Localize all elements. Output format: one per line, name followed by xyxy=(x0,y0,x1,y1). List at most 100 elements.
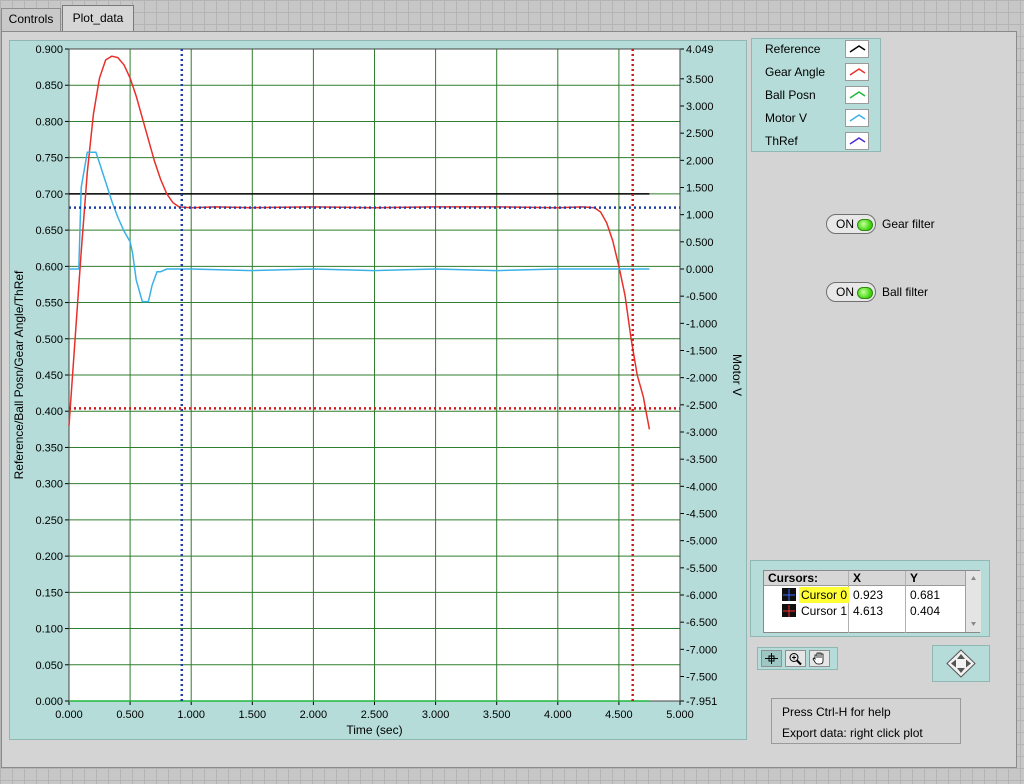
gear-filter-toggle[interactable]: ON xyxy=(826,214,876,234)
legend-item-ball-posn[interactable]: Ball Posn xyxy=(752,85,882,108)
y2-tick-label: 0.500 xyxy=(686,237,714,249)
waveform-graph[interactable]: 0.000 0.500 1.000 1.500 2.000 2.500 3.000 3.500… xyxy=(9,40,747,740)
swatch-line xyxy=(849,137,866,145)
zoom-tool[interactable] xyxy=(785,650,806,667)
nav-right-arrow-icon xyxy=(966,659,971,668)
help-text-box: Press Ctrl-H for help Export data: right… xyxy=(771,698,961,744)
swatch-svg xyxy=(849,114,866,122)
help-line-1: Press Ctrl-H for help xyxy=(782,705,891,719)
legend-item-motor-v[interactable]: Motor V xyxy=(752,108,882,131)
line-swatch-icon xyxy=(845,40,869,58)
cursor-header-y: Y xyxy=(906,571,965,586)
y2-tick-label: 1.000 xyxy=(686,210,714,222)
cursor-move-icon xyxy=(768,655,775,662)
legend-label: Ball Posn xyxy=(765,88,816,102)
cursor-row-y[interactable]: 0.404 xyxy=(910,604,941,618)
crosshair-icon[interactable] xyxy=(782,603,796,619)
nav-up-arrow-icon xyxy=(957,654,965,659)
y-tick-label: 0.450 xyxy=(35,370,63,382)
plot-legend[interactable]: Reference Gear Angle Ball Posn Motor V T… xyxy=(751,38,881,152)
y-tick-label: 0.200 xyxy=(35,551,63,563)
y-tick-label: 0.350 xyxy=(35,442,63,454)
cursor-table[interactable]: Cursors: X Y Cursor 0 0.923 0.681 Cursor… xyxy=(763,570,981,633)
y2-tick-label: -4.000 xyxy=(686,481,717,493)
y2-tick-label: 3.500 xyxy=(686,74,714,86)
y-tick-label: 0.750 xyxy=(35,153,63,165)
y2-tick-label: -7.951 xyxy=(686,696,717,708)
crosshair-svg xyxy=(782,588,796,602)
legend-item-reference[interactable]: Reference xyxy=(752,39,882,62)
y2-tick-label: 4.049 xyxy=(686,44,714,56)
nav-down-arrow-icon xyxy=(957,668,965,673)
cursor-row-x[interactable]: 4.613 xyxy=(853,604,884,618)
graph-svg[interactable]: 0.000 0.500 1.000 1.500 2.000 2.500 3.000 3.500… xyxy=(10,41,746,739)
legend-item-thref[interactable]: ThRef xyxy=(752,131,882,154)
cursor-row-name[interactable]: Cursor 0 xyxy=(799,587,850,603)
crosshair-svg xyxy=(782,604,796,618)
x-tick-label: 4.500 xyxy=(605,709,633,721)
cursor-table-scrollbar[interactable] xyxy=(965,571,981,632)
y-tick-label: 0.150 xyxy=(35,587,63,599)
swatch-line xyxy=(849,45,866,53)
graph-navigation-button[interactable] xyxy=(932,645,990,682)
cursor-row-x[interactable]: 0.923 xyxy=(853,588,884,602)
x-tick-label: 3.500 xyxy=(483,709,511,721)
ball-filter-toggle[interactable]: ON xyxy=(826,282,876,302)
y2-tick-label: 2.000 xyxy=(686,155,714,167)
tool-svg xyxy=(812,652,824,665)
zoom-icon xyxy=(796,659,802,666)
x-tick-label: 1.500 xyxy=(239,709,267,721)
x-tick-label: 2.500 xyxy=(361,709,389,721)
y-tick-label: 0.000 xyxy=(35,696,63,708)
y2-tick-label: 1.500 xyxy=(686,182,714,194)
pan-hand-icon xyxy=(812,652,824,665)
swatch-svg xyxy=(849,45,866,53)
swatch-svg xyxy=(849,91,866,99)
nav-svg xyxy=(946,649,976,678)
y2-tick-label: -1.000 xyxy=(686,318,717,330)
scroll-down-arrow-icon[interactable] xyxy=(971,622,976,626)
graph-palette xyxy=(757,647,838,670)
y2-tick-label: -3.500 xyxy=(686,454,717,466)
y-tick-label: 0.900 xyxy=(35,44,63,56)
scroll-up-arrow-icon[interactable] xyxy=(971,576,976,580)
x-tick-label: 2.000 xyxy=(300,709,328,721)
led-on-icon xyxy=(857,219,873,231)
y2-tick-label: -5.500 xyxy=(686,563,717,575)
y2-tick-label: -4.500 xyxy=(686,508,717,520)
legend-item-gear-angle[interactable]: Gear Angle xyxy=(752,62,882,85)
swatch-line xyxy=(849,68,866,76)
pan-tool[interactable] xyxy=(809,650,830,667)
zoom-icon xyxy=(789,653,799,662)
y2-tick-label: -2.000 xyxy=(686,373,717,385)
y-tick-label: 0.500 xyxy=(35,334,63,346)
cursor-move-tool[interactable] xyxy=(761,650,782,667)
y-tick-label: 0.250 xyxy=(35,515,63,527)
y2-tick-label: -3.000 xyxy=(686,427,717,439)
led-on-icon xyxy=(857,287,873,299)
y2-tick-label: -7.000 xyxy=(686,644,717,656)
toggle-state-text: ON xyxy=(836,285,854,299)
swatch-line xyxy=(849,114,866,122)
cursor-row-y[interactable]: 0.681 xyxy=(910,588,941,602)
y2-tick-label: -2.500 xyxy=(686,400,717,412)
tab-plot-data[interactable]: Plot_data xyxy=(62,5,134,31)
swatch-svg xyxy=(849,137,866,145)
crosshair-icon[interactable] xyxy=(782,587,796,603)
toggle-state-text: ON xyxy=(836,217,854,231)
tab-controls[interactable]: Controls xyxy=(1,8,61,31)
cursor-row-name[interactable]: Cursor 1 xyxy=(801,604,848,618)
line-swatch-icon xyxy=(845,132,869,150)
y-tick-label: 0.400 xyxy=(35,406,63,418)
cursor-header-x: X xyxy=(849,571,905,586)
navigation-diamond-icon xyxy=(946,649,976,678)
y2-tick-label: -7.500 xyxy=(686,671,717,683)
x-tick-label: 0.000 xyxy=(55,709,83,721)
y2-tick-label: -6.000 xyxy=(686,590,717,602)
y2-tick-label: 3.000 xyxy=(686,101,714,113)
y-tick-label: 0.550 xyxy=(35,298,63,310)
y-tick-label: 0.850 xyxy=(35,80,63,92)
tool-svg xyxy=(765,653,778,664)
swatch-svg xyxy=(849,68,866,76)
x-tick-label: 1.000 xyxy=(177,709,205,721)
